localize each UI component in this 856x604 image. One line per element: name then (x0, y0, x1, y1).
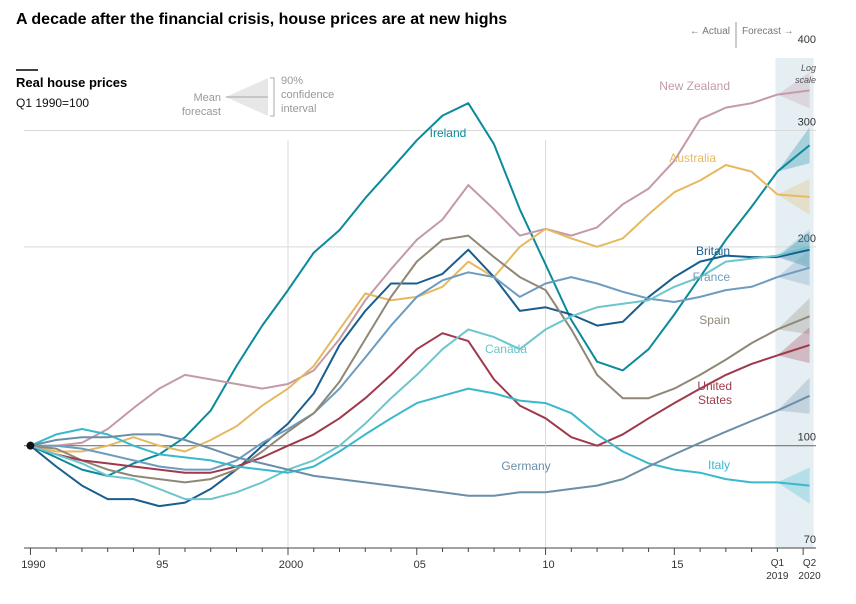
y-tick-label-200: 200 (798, 233, 816, 245)
forecast-label: Forecast → (742, 26, 794, 37)
index-note: Q1 1990=100 (16, 96, 89, 110)
forecast-tick-label-Q1: Q1 (771, 558, 785, 569)
fan-britain (777, 231, 810, 268)
chart-title: A decade after the financial crisis, hou… (16, 11, 507, 28)
legend-mean-line2: forecast (182, 106, 221, 118)
forecast-line-australia (777, 193, 810, 198)
fan-australia (777, 178, 810, 215)
line-britain (29, 248, 778, 508)
label-britain: Britain (696, 244, 730, 258)
x-tick-label-1990: 1990 (21, 559, 45, 571)
forecast-line-france (777, 266, 810, 279)
label-australia: Australia (669, 151, 716, 165)
forecast-line-spain (776, 315, 810, 331)
forecast-line-ireland (776, 144, 811, 173)
series-lines (29, 89, 811, 508)
legend-mean-line1: Mean (193, 92, 221, 104)
line-united-states (30, 332, 778, 474)
forecast-line-new-zealand (777, 89, 810, 96)
forecast-line-britain (777, 248, 810, 259)
label-united-states-1: United (697, 379, 732, 393)
y-tick-label-400: 400 (798, 34, 816, 46)
line-spain (30, 234, 778, 484)
x-tick-label-10: 10 (542, 559, 554, 571)
x-tick-label-15: 15 (671, 559, 683, 571)
fan-germany (777, 377, 810, 414)
log-scale-note: Log scale (795, 63, 816, 85)
label-italy: Italy (708, 458, 730, 472)
series-labels: Ireland New Zealand Australia Britain France… (430, 79, 732, 473)
start-point-marker (26, 441, 35, 450)
line-australia (30, 164, 779, 453)
line-canada (30, 254, 778, 501)
legend-interval-line1: 90% (281, 75, 303, 87)
legend-interval-line3: interval (281, 103, 316, 115)
fan-ireland (777, 127, 810, 172)
x-axis: 1990 95 2000 05 10 15 Q1 2019 Q2 2020 (21, 547, 821, 582)
label-france: France (693, 270, 731, 284)
forecast-legend: Mean forecast 90% confidence interval (182, 75, 334, 118)
forecast-line-germany (776, 394, 810, 412)
log-scale-text-1: Log (801, 63, 816, 73)
x-tick-label-95: 95 (156, 559, 168, 571)
forecast-line-united-states (777, 344, 810, 357)
legend-bracket (270, 77, 275, 117)
fan-united-states (777, 327, 810, 364)
forecast-line-canada (777, 245, 810, 257)
y-axis: 70 100 200 300 400 (798, 34, 816, 546)
y-tick-label-100: 100 (798, 432, 816, 444)
log-scale-text-2: scale (795, 75, 816, 85)
forecast-band (775, 58, 814, 548)
label-germany: Germany (501, 459, 550, 473)
fan-italy (777, 467, 810, 504)
forecast-tick-year-2020: 2020 (798, 571, 821, 582)
forecast-tick-year-2019: 2019 (766, 571, 789, 582)
label-ireland: Ireland (430, 126, 467, 140)
label-canada: Canada (485, 342, 527, 356)
subtitle: Real house prices (16, 75, 127, 90)
label-new-zealand: New Zealand (659, 79, 730, 93)
x-tick-label-05: 05 (414, 559, 426, 571)
fan-new-zealand (777, 72, 810, 109)
gridlines (24, 130, 816, 548)
forecast-line-italy (777, 481, 810, 487)
label-united-states-2: States (698, 393, 732, 407)
y-tick-label-70: 70 (804, 534, 816, 546)
forecast-tick-label-Q2: Q2 (803, 558, 817, 569)
line-new-zealand (30, 93, 778, 447)
actual-label: ← Actual (690, 26, 730, 37)
y-tick-label-300: 300 (798, 117, 816, 129)
actual-forecast-header: ← Actual Forecast → (690, 22, 794, 48)
label-spain: Spain (699, 313, 730, 327)
line-germany (30, 409, 778, 497)
line-ireland (29, 102, 779, 477)
x-tick-label-2000: 2000 (279, 559, 303, 571)
fan-france (777, 249, 810, 286)
forecast-fans (777, 72, 810, 504)
legend-interval-line2: confidence (281, 89, 334, 101)
